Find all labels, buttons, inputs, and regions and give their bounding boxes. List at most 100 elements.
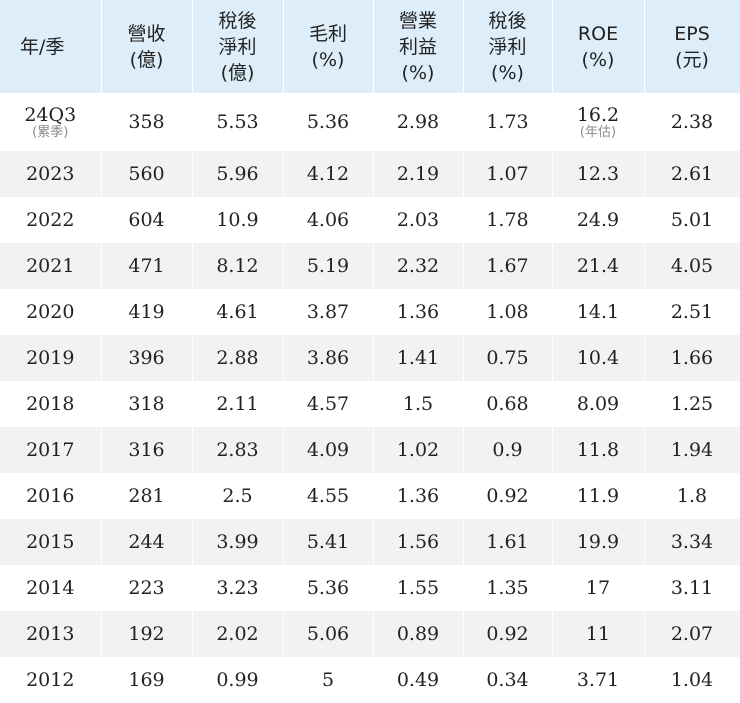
cell-eps: 2.61 — [644, 151, 740, 197]
cell-operating-margin: 2.19 — [373, 151, 464, 197]
cell-roe: 8.09 — [552, 381, 645, 427]
header-operating-margin: 營業 利益 (%) — [373, 0, 464, 93]
table-row: 2013 192 2.02 5.06 0.89 0.92 11 2.07 — [0, 611, 740, 657]
header-revenue: 營收 (億) — [101, 0, 193, 93]
cell-operating-margin: 0.89 — [373, 611, 464, 657]
header-row: 年/季 營收 (億) 稅後 淨利 (億) 毛利 (%) 營業 利益 (%) 稅後 淨利 (%) … — [0, 0, 740, 93]
cell-revenue: 471 — [101, 243, 193, 289]
cell-operating-margin: 2.98 — [373, 93, 464, 151]
cell-period: 2015 — [0, 519, 102, 565]
cell-gross-margin: 3.87 — [283, 289, 374, 335]
cell-roe: 12.3 — [552, 151, 645, 197]
cell-operating-margin: 2.32 — [373, 243, 464, 289]
cell-eps: 5.01 — [644, 197, 740, 243]
cell-period: 2023 — [0, 151, 102, 197]
cell-eps: 2.38 — [644, 93, 740, 151]
period-note: (累季) — [32, 124, 69, 140]
cell-net-income: 8.12 — [192, 243, 284, 289]
cell-net-income: 2.5 — [192, 473, 284, 519]
table-row: 2023 560 5.96 4.12 2.19 1.07 12.3 2.61 — [0, 151, 740, 197]
cell-revenue: 316 — [101, 427, 193, 473]
cell-revenue: 560 — [101, 151, 193, 197]
cell-net-income: 10.9 — [192, 197, 284, 243]
table-row: 2015 244 3.99 5.41 1.56 1.61 19.9 3.34 — [0, 519, 740, 565]
cell-operating-margin: 1.5 — [373, 381, 464, 427]
cell-eps: 1.8 — [644, 473, 740, 519]
cell-eps: 3.34 — [644, 519, 740, 565]
cell-operating-margin: 1.36 — [373, 289, 464, 335]
cell-operating-margin: 1.41 — [373, 335, 464, 381]
header-period: 年/季 — [0, 0, 102, 93]
cell-net-margin: 0.9 — [463, 427, 553, 473]
cell-eps: 1.25 — [644, 381, 740, 427]
cell-revenue: 318 — [101, 381, 193, 427]
cell-roe: 11.9 — [552, 473, 645, 519]
cell-eps: 3.11 — [644, 565, 740, 611]
cell-roe: 16.2 (年估) — [552, 93, 645, 151]
header-net-margin: 稅後 淨利 (%) — [463, 0, 553, 93]
cell-operating-margin: 0.49 — [373, 657, 464, 703]
cell-net-income: 0.99 — [192, 657, 284, 703]
cell-operating-margin: 1.55 — [373, 565, 464, 611]
header-net-income: 稅後 淨利 (億) — [192, 0, 284, 93]
cell-net-margin: 0.92 — [463, 473, 553, 519]
cell-gross-margin: 5 — [283, 657, 374, 703]
cell-eps: 1.66 — [644, 335, 740, 381]
header-eps: EPS (元) — [644, 0, 740, 93]
cell-net-income: 5.53 — [192, 93, 284, 151]
cell-period: 2012 — [0, 657, 102, 703]
header-roe: ROE (%) — [552, 0, 645, 93]
cell-eps: 2.07 — [644, 611, 740, 657]
cell-revenue: 419 — [101, 289, 193, 335]
cell-net-income: 2.11 — [192, 381, 284, 427]
cell-period: 2021 — [0, 243, 102, 289]
cell-period: 24Q3 (累季) — [0, 93, 102, 151]
cell-revenue: 281 — [101, 473, 193, 519]
cell-period: 2016 — [0, 473, 102, 519]
cell-net-income: 3.23 — [192, 565, 284, 611]
cell-net-margin: 1.35 — [463, 565, 553, 611]
cell-operating-margin: 1.56 — [373, 519, 464, 565]
cell-period: 2020 — [0, 289, 102, 335]
cell-roe: 17 — [552, 565, 645, 611]
cell-eps: 4.05 — [644, 243, 740, 289]
cell-gross-margin: 4.06 — [283, 197, 374, 243]
cell-roe: 19.9 — [552, 519, 645, 565]
table-row: 2012 169 0.99 5 0.49 0.34 3.71 1.04 — [0, 657, 740, 703]
cell-gross-margin: 5.36 — [283, 565, 374, 611]
cell-net-margin: 1.07 — [463, 151, 553, 197]
table-row: 24Q3 (累季) 358 5.53 5.36 2.98 1.73 16.2 (… — [0, 93, 740, 151]
table-row: 2014 223 3.23 5.36 1.55 1.35 17 3.11 — [0, 565, 740, 611]
cell-period: 2013 — [0, 611, 102, 657]
table-row: 2021 471 8.12 5.19 2.32 1.67 21.4 4.05 — [0, 243, 740, 289]
table-row: 2018 318 2.11 4.57 1.5 0.68 8.09 1.25 — [0, 381, 740, 427]
cell-eps: 1.04 — [644, 657, 740, 703]
cell-roe: 11.8 — [552, 427, 645, 473]
cell-roe: 10.4 — [552, 335, 645, 381]
cell-roe: 14.1 — [552, 289, 645, 335]
cell-net-margin: 1.08 — [463, 289, 553, 335]
cell-revenue: 358 — [101, 93, 193, 151]
cell-net-margin: 0.34 — [463, 657, 553, 703]
cell-period: 2018 — [0, 381, 102, 427]
cell-revenue: 192 — [101, 611, 193, 657]
cell-operating-margin: 1.02 — [373, 427, 464, 473]
cell-revenue: 169 — [101, 657, 193, 703]
cell-revenue: 223 — [101, 565, 193, 611]
cell-gross-margin: 3.86 — [283, 335, 374, 381]
cell-revenue: 396 — [101, 335, 193, 381]
cell-net-margin: 0.92 — [463, 611, 553, 657]
cell-gross-margin: 5.06 — [283, 611, 374, 657]
cell-period: 2014 — [0, 565, 102, 611]
table-row: 2020 419 4.61 3.87 1.36 1.08 14.1 2.51 — [0, 289, 740, 335]
cell-gross-margin: 4.57 — [283, 381, 374, 427]
cell-roe: 11 — [552, 611, 645, 657]
cell-gross-margin: 5.36 — [283, 93, 374, 151]
cell-operating-margin: 2.03 — [373, 197, 464, 243]
cell-gross-margin: 5.41 — [283, 519, 374, 565]
cell-net-income: 2.02 — [192, 611, 284, 657]
cell-roe: 24.9 — [552, 197, 645, 243]
cell-revenue: 244 — [101, 519, 193, 565]
cell-roe: 21.4 — [552, 243, 645, 289]
cell-gross-margin: 4.09 — [283, 427, 374, 473]
